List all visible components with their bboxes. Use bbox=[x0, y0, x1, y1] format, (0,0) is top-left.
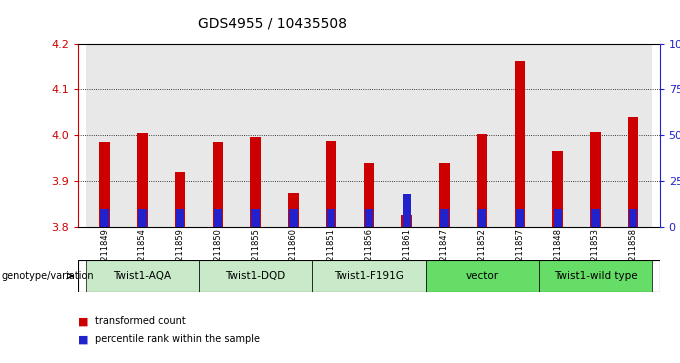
Bar bbox=[214, 208, 222, 227]
Bar bbox=[590, 132, 600, 227]
Bar bbox=[577, 44, 614, 227]
Text: Twist1-AQA: Twist1-AQA bbox=[114, 271, 171, 281]
Bar bbox=[312, 44, 350, 227]
Bar bbox=[477, 134, 488, 227]
Text: Twist1-F191G: Twist1-F191G bbox=[334, 271, 404, 281]
Bar bbox=[364, 163, 374, 227]
Bar bbox=[629, 208, 637, 227]
Bar bbox=[440, 208, 449, 227]
Bar bbox=[439, 163, 449, 227]
Bar bbox=[539, 260, 652, 292]
Text: transformed count: transformed count bbox=[95, 316, 186, 326]
Bar bbox=[426, 260, 539, 292]
Text: ■: ■ bbox=[78, 316, 88, 326]
Bar bbox=[478, 208, 486, 227]
Bar bbox=[401, 215, 412, 227]
Bar bbox=[176, 208, 184, 227]
Bar bbox=[161, 44, 199, 227]
Bar bbox=[199, 44, 237, 227]
Bar bbox=[463, 44, 501, 227]
Bar bbox=[86, 260, 199, 292]
Bar bbox=[614, 44, 652, 227]
Text: Twist1-DQD: Twist1-DQD bbox=[226, 271, 286, 281]
Bar bbox=[275, 44, 312, 227]
Bar bbox=[288, 192, 299, 227]
Bar bbox=[592, 208, 600, 227]
Bar bbox=[199, 260, 312, 292]
Bar bbox=[539, 44, 577, 227]
Bar bbox=[327, 208, 335, 227]
Bar bbox=[501, 44, 539, 227]
Bar bbox=[350, 44, 388, 227]
Bar bbox=[515, 208, 524, 227]
Bar bbox=[86, 44, 124, 227]
Bar bbox=[364, 208, 373, 227]
Text: GDS4955 / 10435508: GDS4955 / 10435508 bbox=[197, 16, 347, 30]
Bar bbox=[250, 136, 261, 227]
Bar bbox=[312, 260, 426, 292]
Text: Twist1-wild type: Twist1-wild type bbox=[554, 271, 637, 281]
Text: percentile rank within the sample: percentile rank within the sample bbox=[95, 334, 260, 344]
Bar bbox=[99, 142, 110, 227]
Bar bbox=[628, 117, 639, 227]
Bar bbox=[175, 172, 186, 227]
Text: genotype/variation: genotype/variation bbox=[1, 271, 94, 281]
Bar bbox=[137, 133, 148, 227]
Bar bbox=[138, 208, 146, 227]
Text: ■: ■ bbox=[78, 334, 88, 344]
Bar bbox=[252, 208, 260, 227]
Text: vector: vector bbox=[466, 271, 498, 281]
Bar bbox=[515, 61, 525, 227]
Bar bbox=[289, 208, 298, 227]
Bar bbox=[124, 44, 161, 227]
Bar bbox=[554, 208, 562, 227]
Bar bbox=[101, 208, 109, 227]
Bar bbox=[237, 44, 275, 227]
Bar bbox=[426, 44, 463, 227]
Bar bbox=[403, 194, 411, 227]
Bar bbox=[326, 141, 337, 227]
Bar bbox=[552, 151, 563, 227]
Bar bbox=[213, 142, 223, 227]
Bar bbox=[388, 44, 426, 227]
